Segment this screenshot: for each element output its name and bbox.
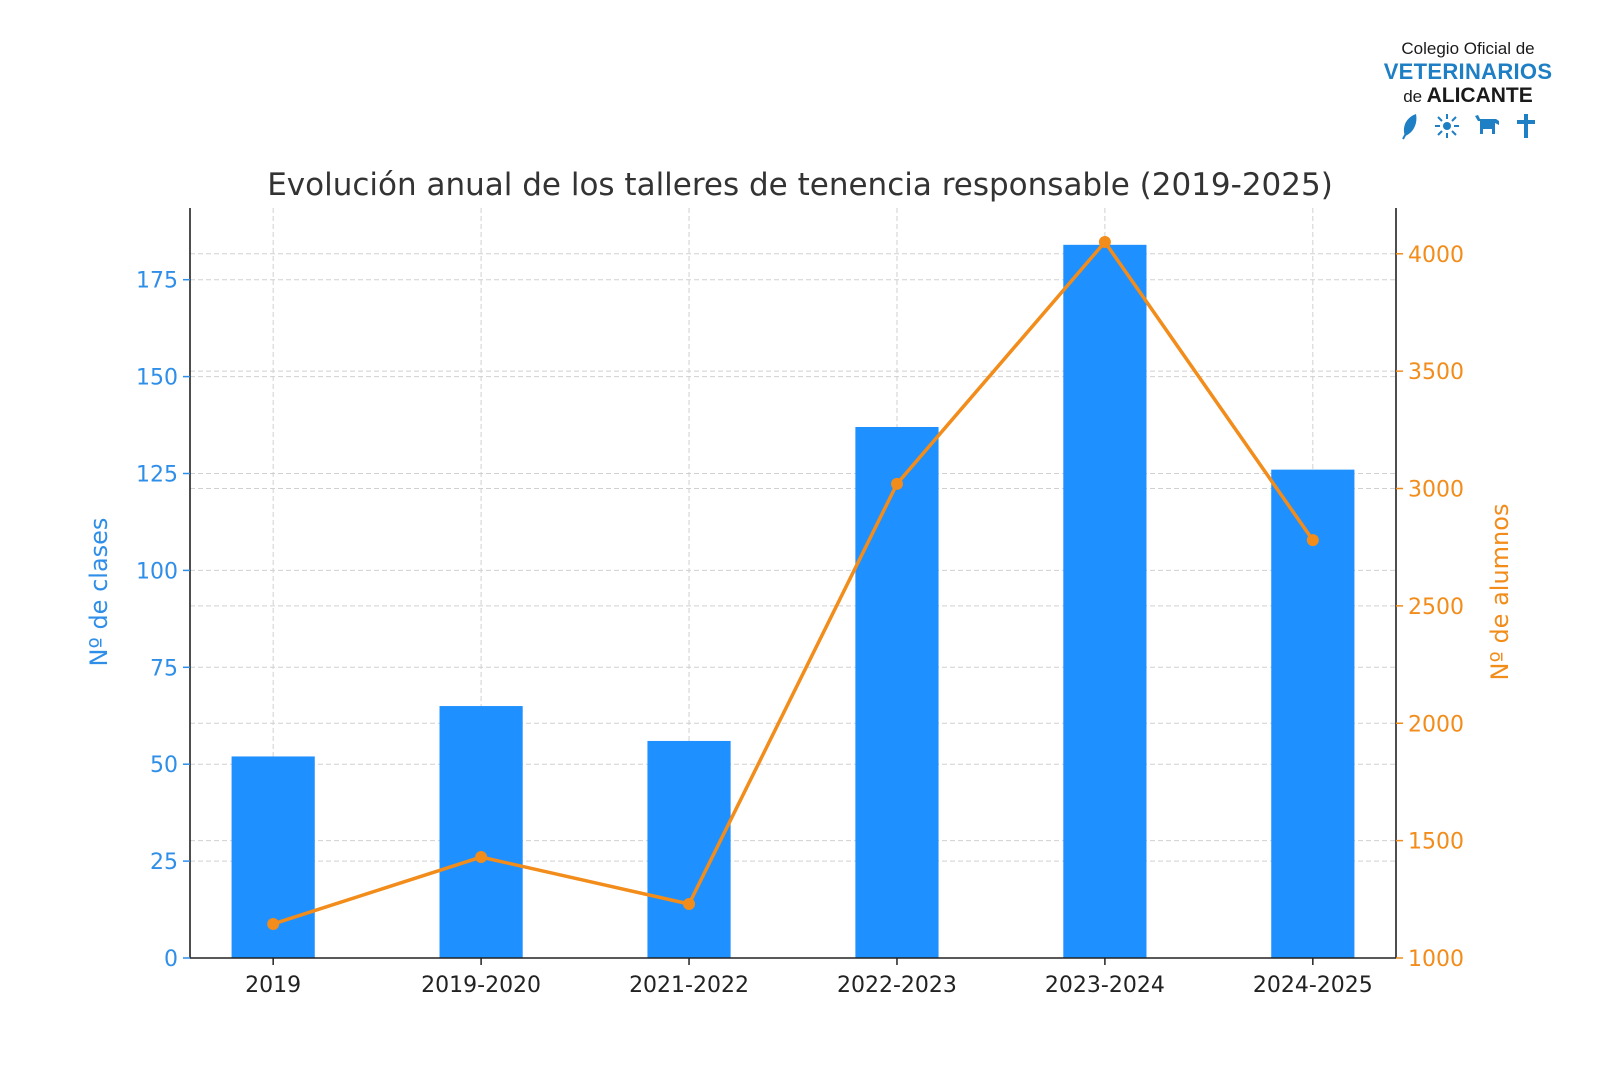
y2-tick-label: 1000 bbox=[1408, 947, 1464, 972]
line-point bbox=[683, 898, 696, 911]
y2-tick-label: 3000 bbox=[1408, 478, 1464, 503]
bull-icon bbox=[1475, 115, 1500, 134]
leaf-icon bbox=[1402, 114, 1417, 140]
y-tick-label: 150 bbox=[136, 366, 178, 391]
logo-line-2: VETERINARIOS bbox=[1383, 59, 1553, 84]
line-point bbox=[1098, 236, 1111, 249]
y-tick-label: 75 bbox=[150, 656, 178, 681]
sun-icon bbox=[1434, 114, 1459, 138]
y2-tick-label: 2000 bbox=[1408, 712, 1464, 737]
y-tick-label: 100 bbox=[136, 559, 178, 584]
logo-line-3-prefix: de bbox=[1403, 87, 1423, 106]
y-tick-label: 50 bbox=[150, 753, 178, 778]
bar bbox=[439, 706, 523, 958]
y-tick-label: 125 bbox=[136, 463, 178, 488]
y2-tick-label: 1500 bbox=[1408, 830, 1464, 855]
bar-series bbox=[231, 244, 1355, 958]
x-tick-label: 2024-2025 bbox=[1253, 973, 1373, 998]
logo-line-3: de ALICANTE bbox=[1368, 84, 1568, 110]
x-tick-label: 2019-2020 bbox=[421, 973, 541, 998]
y2-axis-label: Nº de alumnos bbox=[1486, 504, 1514, 681]
chart-title: Evolución anual de los talleres de tenen… bbox=[267, 167, 1333, 203]
cross-icon bbox=[1516, 114, 1535, 138]
y2-tick-label: 4000 bbox=[1408, 243, 1464, 268]
y-axis-label: Nº de clases bbox=[85, 518, 113, 667]
bar bbox=[1271, 469, 1355, 958]
logo-line-3-main: ALICANTE bbox=[1426, 84, 1533, 107]
logo-icons bbox=[1368, 112, 1568, 142]
bar bbox=[1063, 244, 1147, 958]
x-tick-label: 2019 bbox=[245, 973, 301, 998]
series-line bbox=[272, 240, 1315, 926]
bar bbox=[855, 426, 939, 958]
y2-tick-label: 3500 bbox=[1408, 360, 1464, 385]
y-tick-label: 0 bbox=[164, 947, 178, 972]
x-tick-label: 2021-2022 bbox=[629, 973, 749, 998]
line-series bbox=[267, 236, 1319, 930]
logo-line-1: Colegio Oficial de bbox=[1401, 39, 1535, 58]
y-tick-label: 25 bbox=[150, 850, 178, 875]
grid bbox=[190, 208, 1396, 959]
y2-tick-label: 2500 bbox=[1408, 595, 1464, 620]
line-point bbox=[890, 477, 903, 490]
y-tick-label: 175 bbox=[136, 269, 178, 294]
line-point bbox=[475, 851, 488, 864]
line-point bbox=[1306, 534, 1319, 547]
logo: Colegio Oficial de VETERINARIOS de ALICA… bbox=[1368, 38, 1568, 142]
axes: 0 25 50 75 100 125 150 175 1000 1500 2000 2500 3000 3… bbox=[136, 208, 1464, 998]
x-tick-label: 2022-2023 bbox=[837, 973, 957, 998]
bar bbox=[647, 740, 731, 958]
line-point bbox=[267, 917, 280, 930]
x-tick-label: 2023-2024 bbox=[1045, 973, 1165, 998]
